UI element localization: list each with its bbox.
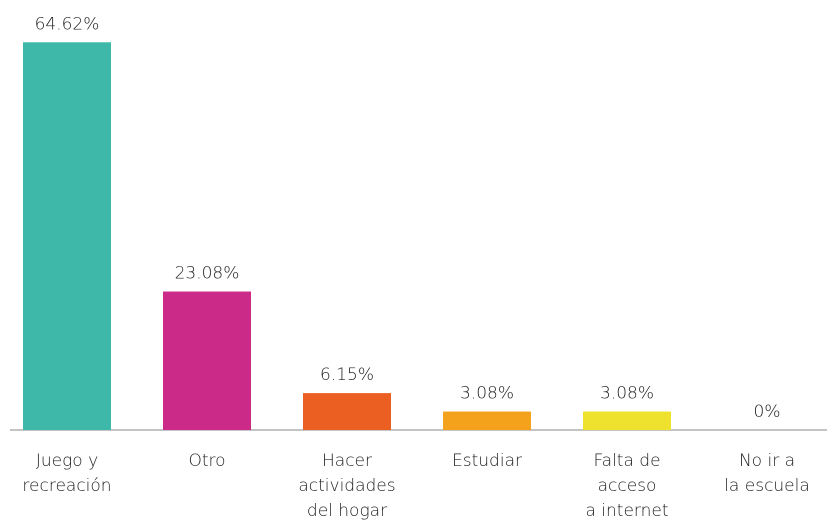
x-tick-label: No ir a <box>739 451 795 471</box>
x-tick-label: Otro <box>188 451 225 471</box>
value-label: 3.08% <box>460 384 514 404</box>
bar <box>163 291 251 430</box>
value-label: 0% <box>754 402 781 422</box>
bar <box>23 42 111 430</box>
value-label: 64.62% <box>35 14 100 34</box>
x-tick-label: del hogar <box>307 501 387 521</box>
bar <box>443 411 531 430</box>
x-tick-label: a internet <box>585 501 668 521</box>
x-tick-label: actividades <box>298 476 395 496</box>
x-tick-label: Juego y <box>36 451 98 471</box>
value-label: 23.08% <box>175 264 240 284</box>
x-tick-label: Hacer <box>322 451 372 471</box>
bar <box>303 393 391 430</box>
x-tick-label: Estudiar <box>452 451 522 471</box>
value-label: 3.08% <box>600 384 654 404</box>
bar <box>583 411 671 430</box>
value-label: 6.15% <box>320 365 374 385</box>
x-tick-label: la escuela <box>724 476 810 496</box>
x-tick-label: recreación <box>22 476 111 496</box>
x-tick-label: acceso <box>598 476 657 496</box>
x-tick-label: Falta de <box>593 451 660 471</box>
